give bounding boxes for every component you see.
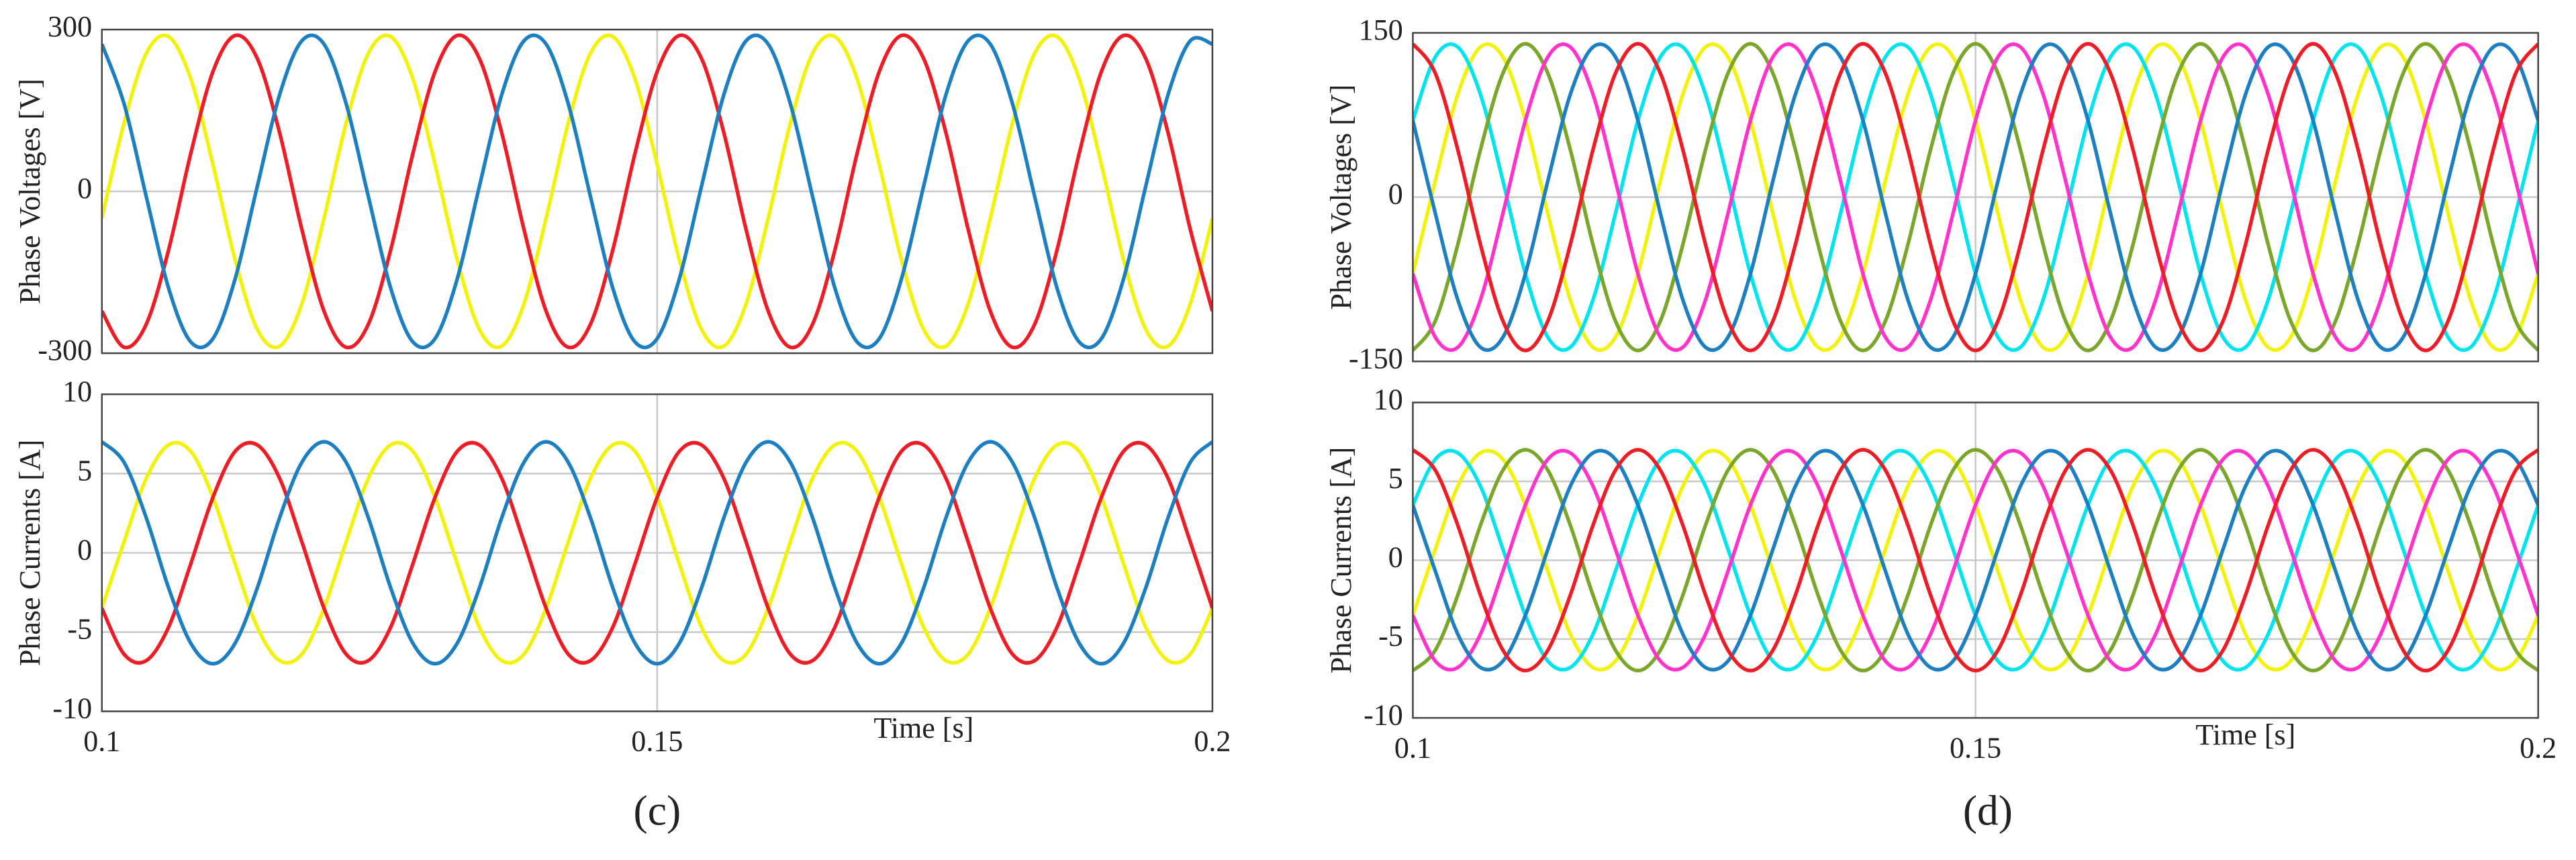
- y-axis-label: Phase Voltages [V]: [1325, 85, 1357, 310]
- y-tick-label: -300: [38, 334, 92, 367]
- series-line: [101, 440, 1212, 666]
- x-axis-label: Time [s]: [2195, 718, 2295, 751]
- y-tick-label: 0: [77, 534, 92, 567]
- y-tick-label: 10: [1374, 383, 1403, 416]
- y-tick-label: 300: [48, 10, 92, 43]
- series-line: [1413, 448, 2538, 673]
- series-line: [101, 33, 1212, 350]
- y-axis-label: Phase Voltages [V]: [13, 79, 46, 304]
- x-tick-label: 0.15: [631, 725, 683, 758]
- series-line: [101, 34, 1212, 350]
- series-line: [1413, 448, 2538, 672]
- x-tick-label: 0.2: [1194, 725, 1231, 758]
- y-tick-label: -5: [67, 613, 92, 646]
- y-tick-label: -10: [1364, 698, 1403, 731]
- y-tick-label: 5: [1388, 462, 1403, 495]
- x-tick-label: 0.1: [83, 725, 120, 758]
- y-axis-label: Phase Currents [A]: [13, 440, 46, 667]
- x-tick-label: 0.1: [1394, 731, 1431, 764]
- caption: (d): [1963, 786, 2013, 834]
- plot-frame: [1412, 32, 2539, 363]
- y-tick-label: 0: [1388, 541, 1403, 574]
- series-line: [101, 34, 1212, 350]
- x-axis-label: Time [s]: [873, 712, 973, 745]
- series-line: [1413, 448, 2538, 673]
- y-axis-label: Phase Currents [A]: [1325, 447, 1357, 674]
- y-tick-label: 5: [77, 454, 92, 487]
- x-tick-label: 0.2: [2520, 731, 2557, 764]
- series-line: [1413, 42, 2538, 352]
- y-tick-label: -5: [1378, 620, 1403, 653]
- plot-lines: [101, 33, 1212, 350]
- series-line: [1413, 42, 2538, 352]
- plot-frame: [1412, 401, 2539, 719]
- y-tick-label: 0: [1388, 178, 1403, 211]
- plot-frame: [101, 393, 1214, 712]
- plot-frame: [101, 28, 1214, 354]
- y-tick-label: 150: [1359, 13, 1403, 46]
- y-tick-label: -150: [1349, 342, 1403, 375]
- x-tick-label: 0.15: [1950, 731, 2001, 764]
- plot-lines: [101, 440, 1212, 666]
- y-tick-label: 10: [62, 375, 92, 408]
- series-line: [1413, 42, 2538, 352]
- series-line: [1413, 448, 2538, 672]
- caption: (c): [634, 786, 681, 834]
- y-tick-label: -10: [52, 692, 92, 725]
- plot-lines: [1413, 448, 2538, 673]
- series-line: [101, 440, 1212, 665]
- y-tick-label: 0: [77, 172, 92, 205]
- plot-lines: [1413, 42, 2538, 352]
- series-line: [1413, 42, 2538, 352]
